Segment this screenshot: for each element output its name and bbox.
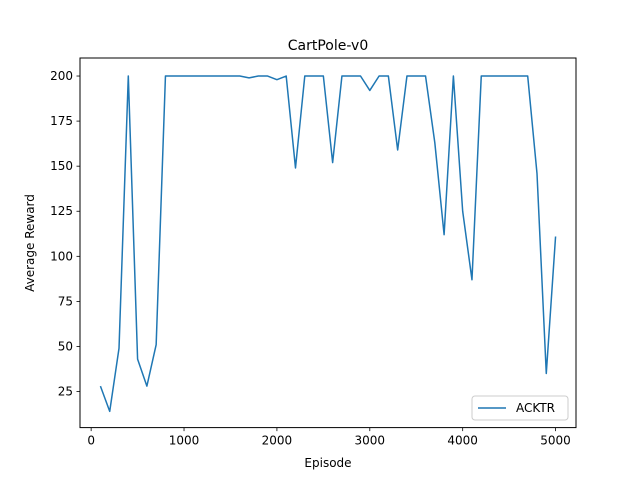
x-axis-ticks: 0 1000 2000 3000 4000 5000 (87, 427, 571, 448)
y-tick-label: 125 (50, 204, 73, 218)
y-axis-ticks: 25 50 75 100 125 150 175 200 (50, 69, 80, 399)
axes-frame (79, 57, 577, 429)
series-line-acktr (99, 75, 557, 413)
y-tick-label: 50 (58, 339, 73, 353)
x-tick-label: 2000 (262, 434, 293, 448)
y-tick-label: 75 (58, 294, 73, 308)
series-layer (99, 75, 557, 413)
y-tick-label: 150 (50, 159, 73, 173)
x-tick-label: 1000 (169, 434, 200, 448)
legend-entry-acktr: ACKTR (516, 401, 555, 415)
x-axis-label: Episode (304, 456, 351, 470)
legend: ACKTR (471, 395, 569, 421)
plot-area (79, 57, 577, 429)
x-tick-label: 3000 (355, 434, 386, 448)
y-tick-label: 100 (50, 249, 73, 263)
x-tick-label: 4000 (447, 434, 478, 448)
legend-frame (471, 395, 569, 421)
x-tick-label: 5000 (540, 434, 571, 448)
x-tick-label: 0 (87, 434, 95, 448)
y-tick-label: 175 (50, 114, 73, 128)
chart-title: CartPole-v0 (288, 38, 368, 54)
y-tick-label: 200 (50, 69, 73, 83)
y-tick-label: 25 (58, 385, 73, 399)
y-axis-label: Average Reward (23, 194, 37, 292)
